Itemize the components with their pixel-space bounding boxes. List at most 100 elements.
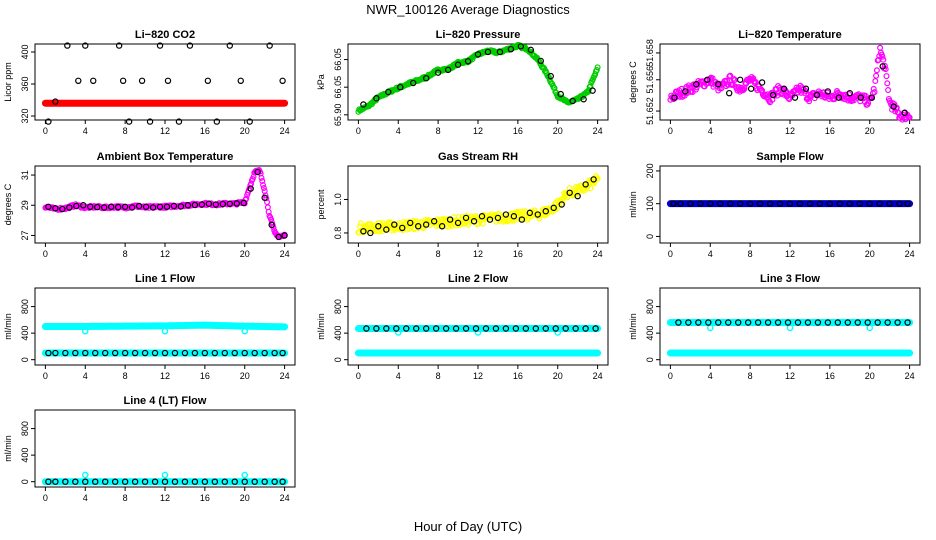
y-tick-label: 0 [645, 234, 655, 239]
average-point [454, 61, 462, 68]
x-tick-label: 20 [865, 126, 875, 136]
average-point [693, 81, 700, 88]
data-point-continuous [545, 73, 552, 80]
average-point [904, 200, 911, 207]
data-point-continuous [802, 88, 809, 95]
average-point [221, 349, 228, 357]
average-point [121, 203, 129, 210]
average-point [715, 81, 722, 88]
average-point [796, 200, 804, 207]
outlier-point [81, 471, 89, 479]
average-point [94, 203, 101, 211]
y-axis-label: ml/min [3, 313, 13, 340]
average-point [736, 76, 744, 83]
y-tick-label: 65.90 [333, 104, 343, 127]
average-point [233, 200, 240, 207]
data-point-continuous [885, 87, 892, 94]
average-point [901, 109, 908, 117]
average-point [766, 200, 774, 207]
average-point [107, 203, 115, 210]
average-point [704, 76, 711, 83]
average-point [80, 202, 87, 209]
panel-title: Line 3 Flow [760, 273, 820, 285]
data-point-continuous [260, 184, 267, 191]
average-point [438, 223, 446, 230]
average-point [64, 42, 71, 49]
y-tick-label: 51.656 [645, 66, 655, 94]
average-point [478, 213, 486, 220]
average-point [52, 205, 59, 212]
y-axis-label: degrees C [3, 183, 13, 225]
average-point [191, 201, 199, 209]
average-point [403, 325, 410, 332]
x-tick-label: 20 [553, 249, 563, 259]
average-point [45, 203, 52, 210]
x-tick-label: 16 [825, 126, 835, 136]
outlier-point [241, 471, 249, 479]
average-point [422, 74, 430, 82]
panel-title: Ambient Box Temperature [97, 151, 234, 163]
average-point [780, 85, 788, 92]
average-point [62, 349, 69, 357]
x-tick-label: 16 [825, 371, 835, 381]
average-point [247, 185, 254, 192]
average-point [156, 42, 164, 49]
average-point [268, 221, 275, 229]
average-point [92, 478, 99, 485]
average-point [802, 85, 810, 92]
average-point [128, 204, 136, 211]
y-tick-label: 0 [20, 357, 30, 362]
y-axis-label: Licor ppm [3, 62, 13, 102]
average-point [271, 478, 278, 485]
average-point [566, 189, 573, 196]
x-tick-label: 24 [593, 249, 603, 259]
average-point [45, 118, 52, 125]
average-point [363, 325, 370, 332]
average-point [744, 319, 752, 326]
average-point [156, 203, 164, 210]
data-point-continuous [475, 220, 482, 227]
average-point [526, 209, 534, 217]
average-point [397, 83, 404, 91]
data-point-continuous [260, 181, 267, 188]
average-point [764, 319, 772, 326]
data-point-continuous [877, 44, 884, 51]
average-point [141, 349, 149, 357]
average-point [114, 203, 122, 211]
average-point [226, 42, 233, 49]
x-tick-label: 4 [708, 126, 713, 136]
x-tick-label: 12 [160, 493, 170, 503]
x-tick-label: 0 [356, 371, 361, 381]
data-point-continuous [880, 56, 887, 63]
average-point [470, 218, 478, 225]
average-point [279, 349, 286, 357]
panel-title: Li−820 Pressure [436, 29, 521, 41]
average-point [175, 118, 183, 125]
y-tick-label: 27 [20, 230, 30, 240]
y-tick-label: 400 [645, 326, 655, 341]
average-point [221, 478, 228, 485]
x-tick-label: 12 [473, 371, 483, 381]
average-point [101, 478, 109, 485]
average-point [161, 478, 169, 485]
x-tick-label: 4 [708, 249, 713, 259]
average-point [211, 349, 219, 357]
average-point [582, 325, 589, 332]
average-point [866, 200, 873, 207]
average-point [502, 325, 510, 332]
average-point [383, 226, 390, 233]
average-point [131, 478, 139, 485]
x-tick-label: 0 [356, 126, 361, 136]
average-point [582, 181, 589, 188]
average-point [213, 118, 221, 125]
average-point [170, 202, 178, 210]
average-point [846, 200, 854, 207]
data-point-continuous [552, 206, 559, 213]
x-tick-label: 16 [200, 493, 210, 503]
data-point-continuous [871, 89, 878, 96]
average-point [804, 319, 812, 326]
x-tick-label: 24 [280, 126, 290, 136]
figure-xlabel: Hour of Day (UTC) [414, 519, 522, 534]
average-point [705, 319, 712, 326]
outlier-point [161, 471, 169, 479]
